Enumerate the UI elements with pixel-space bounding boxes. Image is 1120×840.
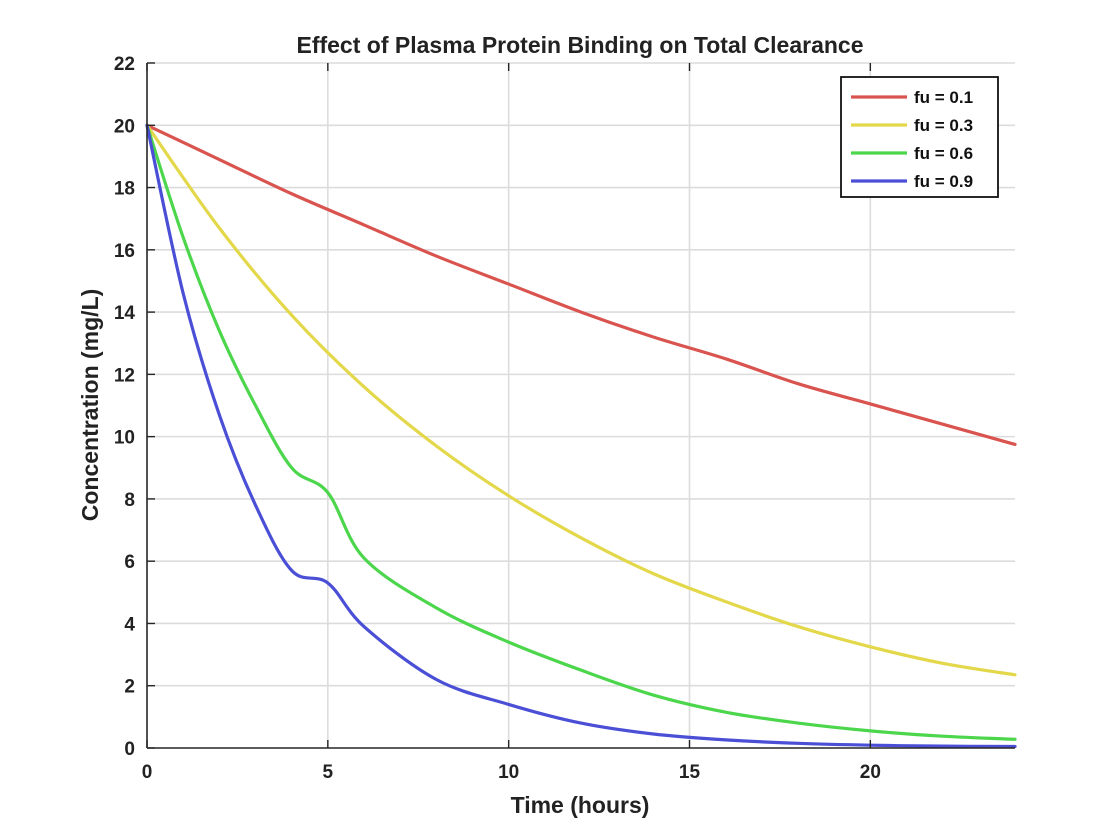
legend-label-1: fu = 0.1: [914, 88, 973, 107]
x-tick-label: 0: [142, 762, 153, 783]
series-line-2: [145, 123, 1017, 677]
series-layer: [145, 123, 1017, 749]
y-tick-label: 10: [114, 428, 135, 449]
y-tick-label: 6: [124, 552, 135, 573]
y-tick-label: 18: [114, 179, 135, 200]
legend-label-3: fu = 0.6: [914, 144, 973, 163]
y-tick-label: 2: [124, 677, 135, 698]
legend: fu = 0.1 fu = 0.3 fu = 0.6 fu = 0.9: [840, 76, 999, 198]
y-tick-label: 20: [114, 116, 135, 137]
series-line-1: [145, 123, 1017, 447]
y-tick-label: 12: [114, 365, 135, 386]
x-tick-label: 10: [498, 762, 519, 783]
series-line-3: [145, 123, 1017, 741]
y-tick-label: 4: [124, 614, 135, 635]
series-line-4: [145, 123, 1017, 749]
y-tick-label: 22: [114, 54, 135, 75]
y-tick-label: 14: [114, 303, 136, 324]
legend-label-2: fu = 0.3: [914, 116, 973, 135]
y-tick-label: 8: [124, 490, 135, 511]
y-axis-label: Concentration (mg/L): [77, 289, 103, 522]
x-tick-label: 5: [323, 762, 334, 783]
x-axis-label: Time (hours): [511, 792, 650, 818]
ticks-layer: 0 5 10 15 20 0 2 4 6 8 10 12 14 16 18 20 22: [114, 54, 881, 783]
y-tick-label: 0: [124, 739, 135, 760]
x-tick-label: 15: [679, 762, 701, 783]
legend-label-4: fu = 0.9: [914, 172, 973, 191]
chart-title: Effect of Plasma Protein Binding on Tota…: [296, 32, 863, 58]
x-tick-label: 20: [860, 762, 881, 783]
y-tick-label: 16: [114, 241, 135, 262]
